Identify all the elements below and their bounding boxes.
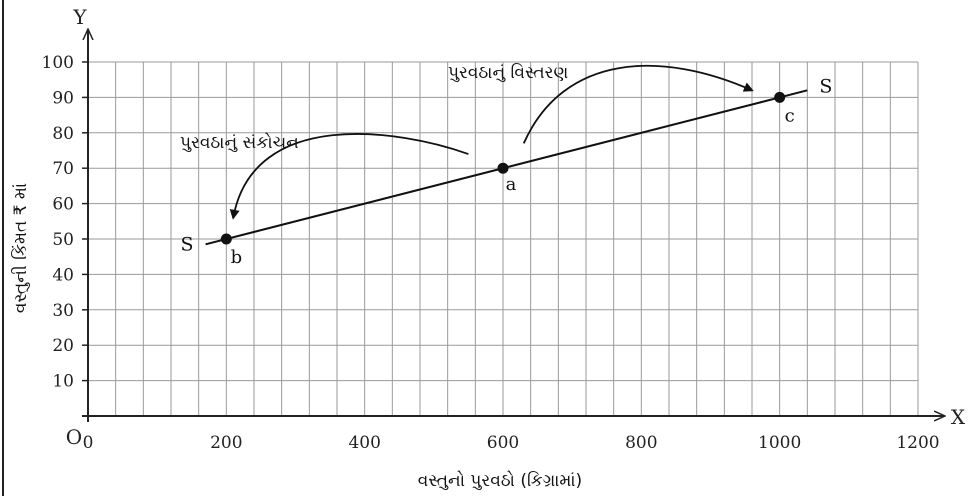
point-label-c: c: [785, 105, 795, 126]
y-tick-label: 70: [52, 159, 74, 179]
point-label-a: a: [506, 174, 517, 195]
y-tick-label: 30: [52, 301, 74, 321]
y-axis-letter: Y: [72, 5, 87, 29]
x-tick-label: 600: [487, 433, 519, 453]
y-tick-label: 20: [52, 336, 74, 356]
axes: [82, 30, 944, 422]
point-a: [497, 162, 509, 174]
y-tick-label: 100: [42, 53, 74, 73]
axis-titles: વસ્તુનો પુરવઠો (કિગ્રામાં) વસ્તુની કિંમત …: [11, 183, 582, 491]
y-tick-label: 60: [52, 195, 74, 215]
grid: [88, 61, 919, 416]
point-b: [220, 233, 232, 245]
x-tick-label: 400: [348, 433, 380, 453]
x-tick-label: 1200: [896, 433, 939, 453]
y-axis-title: વસ્તુની કિંમત ₹ માં: [11, 183, 31, 313]
point-label-b: b: [231, 247, 243, 268]
origin-label: O: [66, 425, 82, 449]
x-axis-title: વસ્તુનો પુરવઠો (કિગ્રામાં): [418, 470, 582, 491]
supply-curve-label-start: S: [181, 233, 194, 255]
x-tick-label: 1000: [758, 433, 801, 453]
expansion-arrow: [522, 64, 754, 144]
x-tick-label: 0: [83, 433, 94, 453]
page-edge-rule: [2, 0, 4, 496]
x-tick-label: 200: [210, 433, 242, 453]
y-tick-label: 40: [52, 265, 74, 285]
x-tick-label: 800: [625, 433, 657, 453]
y-tick-label: 10: [52, 372, 74, 392]
point-c: [774, 91, 786, 103]
contraction-label: પુરવઠાનું સંકોચન: [180, 132, 299, 153]
x-axis-letter: X: [951, 405, 966, 429]
y-tick-label: 50: [52, 230, 74, 250]
annotation-layer: પુરવઠાનું સંકોચન પુરવઠાનું વિસ્તરણ: [180, 63, 754, 220]
supply-curve-label-end: S: [819, 75, 832, 97]
series-layer: S Sb a c: [181, 75, 833, 268]
contraction-arrow: [229, 133, 469, 220]
y-tick-label: 90: [52, 88, 74, 108]
y-tick-label: 80: [52, 124, 74, 144]
expansion-label: પુરવઠાનું વિસ્તરણ: [448, 63, 568, 83]
